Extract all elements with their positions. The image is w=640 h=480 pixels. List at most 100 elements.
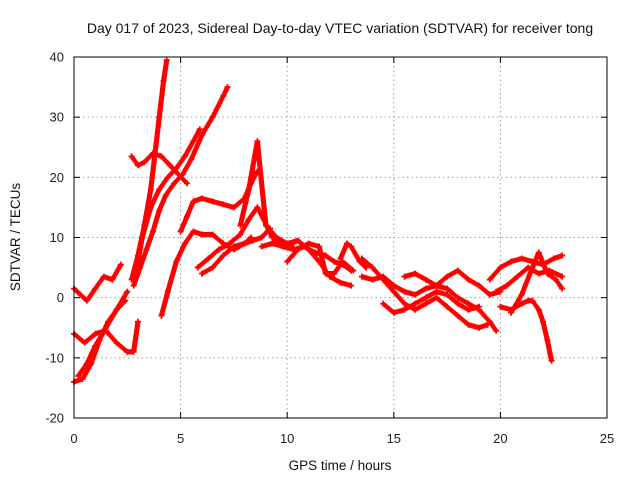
data-point bbox=[550, 255, 557, 262]
data-point bbox=[230, 243, 237, 250]
data-point bbox=[412, 270, 419, 277]
data-point bbox=[254, 138, 261, 145]
data-point bbox=[160, 78, 167, 85]
data-point bbox=[183, 180, 190, 187]
x-tick-label: 15 bbox=[387, 431, 401, 446]
x-tick-label: 25 bbox=[600, 431, 614, 446]
x-axis-label: GPS time / hours bbox=[289, 458, 392, 473]
data-point bbox=[113, 339, 120, 346]
data-point bbox=[77, 291, 84, 298]
x-tick-label: 5 bbox=[177, 431, 184, 446]
data-point bbox=[134, 318, 141, 325]
x-tick-label: 20 bbox=[493, 431, 507, 446]
data-point bbox=[422, 294, 429, 301]
data-point bbox=[454, 300, 461, 307]
data-point bbox=[331, 270, 338, 277]
y-tick-label: 30 bbox=[50, 110, 64, 125]
data-point bbox=[348, 243, 355, 250]
data-point bbox=[493, 288, 500, 295]
data-point bbox=[81, 339, 88, 346]
data-point bbox=[390, 282, 397, 289]
data-point bbox=[508, 309, 515, 316]
data-point bbox=[518, 300, 525, 307]
data-point bbox=[401, 273, 408, 280]
data-point bbox=[156, 186, 163, 193]
chart-title: Day 017 of 2023, Sidereal Day-to-day VTE… bbox=[87, 20, 593, 36]
data-point bbox=[339, 258, 346, 265]
axis-ticks bbox=[73, 56, 608, 419]
x-tick-label: 10 bbox=[280, 431, 294, 446]
data-point bbox=[262, 222, 269, 229]
data-point bbox=[250, 237, 257, 244]
data-point bbox=[514, 273, 521, 280]
series-arc-15 bbox=[284, 240, 357, 277]
data-point bbox=[173, 258, 180, 265]
data-point bbox=[401, 306, 408, 313]
y-tick-label: 10 bbox=[50, 230, 64, 245]
data-point bbox=[486, 291, 493, 298]
series-arc-7 bbox=[130, 84, 231, 289]
data-point bbox=[412, 300, 419, 307]
data-point bbox=[269, 240, 276, 247]
series-arc-4 bbox=[75, 288, 131, 379]
data-point bbox=[141, 159, 148, 166]
data-point bbox=[166, 162, 173, 169]
data-point bbox=[476, 324, 483, 331]
data-point bbox=[422, 285, 429, 292]
series-arc-24 bbox=[508, 249, 566, 316]
data-point bbox=[147, 186, 154, 193]
series-group bbox=[71, 57, 566, 385]
data-point bbox=[294, 246, 301, 253]
data-point bbox=[83, 297, 90, 304]
data-point bbox=[358, 255, 365, 262]
data-point bbox=[444, 273, 451, 280]
y-axis-tick-labels: -20 -10 0 10 20 30 40 bbox=[45, 50, 64, 426]
series-arc-8 bbox=[128, 150, 190, 187]
data-point bbox=[209, 264, 216, 271]
data-point bbox=[433, 282, 440, 289]
data-point bbox=[273, 234, 280, 241]
data-point bbox=[181, 240, 188, 247]
data-point bbox=[143, 246, 150, 253]
data-point bbox=[226, 240, 233, 247]
data-point bbox=[194, 264, 201, 271]
y-tick-label: 40 bbox=[50, 50, 64, 65]
data-point bbox=[444, 303, 451, 310]
data-point bbox=[92, 330, 99, 337]
grid bbox=[74, 57, 607, 418]
data-point bbox=[134, 162, 141, 169]
y-tick-label: 20 bbox=[50, 170, 64, 185]
series-arc-23 bbox=[497, 297, 555, 364]
data-point bbox=[369, 276, 376, 283]
data-point bbox=[493, 327, 500, 334]
data-point bbox=[337, 255, 344, 262]
data-point bbox=[540, 318, 547, 325]
data-point bbox=[548, 357, 555, 364]
x-axis-tick-labels: 0 5 10 15 20 25 bbox=[70, 431, 614, 446]
data-point bbox=[198, 270, 205, 277]
data-point bbox=[465, 321, 472, 328]
data-point bbox=[124, 348, 131, 355]
data-point bbox=[284, 258, 291, 265]
data-point bbox=[190, 198, 197, 205]
data-point bbox=[75, 372, 82, 379]
data-point bbox=[369, 264, 376, 271]
y-tick-label: -20 bbox=[45, 411, 64, 426]
data-point bbox=[465, 276, 472, 283]
data-point bbox=[245, 186, 252, 193]
data-point bbox=[497, 264, 504, 271]
data-point bbox=[311, 249, 318, 256]
data-point bbox=[117, 261, 124, 268]
data-point bbox=[535, 270, 542, 277]
data-point bbox=[162, 192, 169, 199]
series-arc-16 bbox=[337, 240, 370, 271]
data-point bbox=[279, 243, 286, 250]
data-point bbox=[177, 228, 184, 235]
data-point bbox=[209, 198, 216, 205]
data-point bbox=[422, 276, 429, 283]
data-point bbox=[220, 93, 227, 100]
data-point bbox=[465, 306, 472, 313]
data-point bbox=[337, 279, 344, 286]
